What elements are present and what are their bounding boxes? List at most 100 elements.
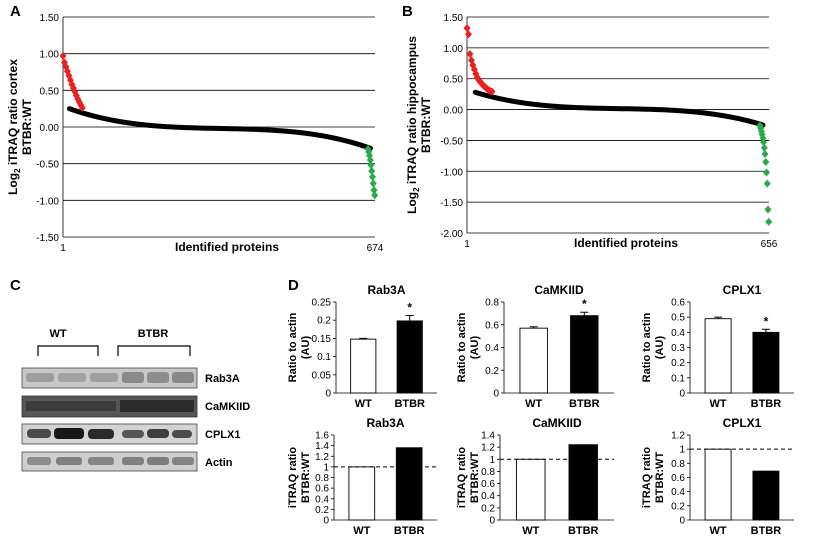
y-tick-label: 0.8 xyxy=(315,473,329,484)
y-tick-label: 0.5 xyxy=(671,313,685,324)
y-tick-label: 0 xyxy=(323,516,329,527)
y-tick-label: 0.2 xyxy=(671,358,685,369)
data-point-up xyxy=(488,87,496,96)
x-tick-label: BTBR xyxy=(394,525,425,537)
chart-title: CaMKIID xyxy=(534,283,584,297)
y-tick-label: 1.2 xyxy=(315,452,329,463)
blot-group-btbr: BTBR xyxy=(138,328,169,340)
y-tick-label: 0.1 xyxy=(317,352,331,363)
blot-label-cplx1: CPLX1 xyxy=(205,429,240,441)
y-axis-label-line2: (AU) xyxy=(300,336,312,360)
y-tick-label: 0.6 xyxy=(485,320,499,331)
y-axis-label-line2: BTBR:WT xyxy=(654,452,666,504)
y-axis-label: Log2 iTRAQ ratio cortex xyxy=(6,59,22,195)
blot-label-rab3a: Rab3A xyxy=(205,373,240,385)
y-axis-label: iTRAQ ratio xyxy=(641,447,653,508)
blot-bracket-wt xyxy=(37,345,99,356)
bar-chart-rab3a-actin: Rab3A 0.25 0.2 0.15 0.1 0.05 0 Ratio to actin (A… xyxy=(287,283,437,410)
scatter-chart-cortex: 1.50 1.00 0.50 0.00 -0.50 -1.00 -1.501 674 Ident… xyxy=(6,13,384,254)
data-point-down xyxy=(762,158,770,167)
bar-wt xyxy=(348,466,376,521)
bar-wt xyxy=(516,458,546,521)
bar-chart-cplx1-actin: CPLX1 0.6 0.5 0.4 0.3 0.2 0.1 0 Ratio to actin (A… xyxy=(641,283,794,410)
y-tick-label: 0.8 xyxy=(671,459,685,470)
y-tick-label: 0.2 xyxy=(481,503,495,514)
y-tick-label: 0.6 xyxy=(481,479,495,490)
y-tick-label: 0.00 xyxy=(40,123,60,134)
y-tick-label: -1.00 xyxy=(440,167,463,178)
y-tick-label: 0 xyxy=(679,516,685,527)
chart-title: Rab3A xyxy=(367,283,405,297)
significance-marker: * xyxy=(764,314,769,328)
data-series-unchanged xyxy=(472,89,766,128)
y-tick-label: 1.00 xyxy=(444,44,464,55)
panel-label-c: C xyxy=(10,277,21,294)
y-tick-label: 0.4 xyxy=(671,328,685,339)
y-tick-label: 0.1 xyxy=(671,373,685,384)
y-tick-label: 0.8 xyxy=(485,298,499,309)
data-point-down xyxy=(369,179,377,188)
y-axis-label-line2: BTBR:WT xyxy=(469,452,481,504)
y-axis-label: iTRAQ ratio xyxy=(456,447,468,508)
y-axis-label-line2: BTBR:WT xyxy=(419,96,433,153)
bar-btbr xyxy=(570,315,599,394)
y-tick-label: 0.6 xyxy=(671,298,685,309)
panel-label-d: D xyxy=(288,277,299,294)
y-tick-label: 0.2 xyxy=(315,505,329,516)
data-point-up xyxy=(464,30,472,39)
y-tick-label: 0.4 xyxy=(485,343,499,354)
y-axis-label-line2: BTBR:WT xyxy=(300,452,312,504)
y-tick-label: -0.50 xyxy=(36,160,59,171)
chart-title: CaMKIID xyxy=(532,416,582,430)
y-tick-label: 1.4 xyxy=(481,431,495,442)
y-tick-label: 0.4 xyxy=(315,494,329,505)
x-tick-start: 1 xyxy=(60,243,66,254)
bar-btbr xyxy=(752,331,780,394)
y-tick-label: 0.6 xyxy=(315,484,329,495)
y-axis-label: Ratio to actin xyxy=(641,312,653,382)
data-point-down xyxy=(367,161,375,170)
y-tick-label: 1.4 xyxy=(315,441,329,452)
x-tick-label: WT xyxy=(355,398,372,410)
y-tick-label: 1.2 xyxy=(671,431,685,442)
data-point-down xyxy=(760,143,768,152)
x-tick-label: WT xyxy=(522,525,539,537)
y-tick-label: 0.6 xyxy=(671,473,685,484)
data-point-down xyxy=(764,205,772,214)
bar-btbr xyxy=(568,444,598,521)
y-tick-label: 1 xyxy=(323,462,329,473)
x-tick-end: 674 xyxy=(367,243,384,254)
x-axis-label: Identified proteins xyxy=(574,236,678,250)
bar-chart-cplx1-itraq: CPLX1 1.2 1 0.8 0.6 0.4 0.2 0 iTRAQ ratio BTBR:WT… xyxy=(641,416,794,537)
data-point-up xyxy=(59,51,67,60)
data-point-down xyxy=(370,186,378,195)
y-tick-label: 0.4 xyxy=(481,491,495,502)
y-tick-label: 0.2 xyxy=(485,366,499,377)
y-axis-label: Ratio to actin xyxy=(456,312,468,382)
data-series-unchanged xyxy=(67,106,373,151)
y-tick-label: 0 xyxy=(325,389,331,400)
bar-btbr xyxy=(752,470,780,521)
x-tick-label: WT xyxy=(525,398,542,410)
blot-label-actin: Actin xyxy=(205,457,233,469)
scatter-chart-hippocampus: 1.50 1.00 0.50 0.00 -0.50 -1.00 -1.50 -2.001 656… xyxy=(405,13,778,250)
data-point-down xyxy=(368,167,376,175)
bar-wt xyxy=(704,318,732,394)
data-point-down xyxy=(371,191,379,200)
y-axis-label: iTRAQ ratio xyxy=(287,447,299,508)
x-tick-label: BTBR xyxy=(568,525,599,537)
significance-marker: * xyxy=(407,300,412,314)
y-tick-label: 1 xyxy=(679,445,685,456)
data-point-up xyxy=(466,50,474,59)
data-point-down xyxy=(765,217,773,226)
blot-label-camkiid: CaMKIID xyxy=(205,401,250,413)
y-tick-label: 0 xyxy=(679,389,685,400)
y-tick-label: 1.6 xyxy=(315,431,329,442)
y-tick-label: 0.50 xyxy=(40,86,60,97)
chart-title: CPLX1 xyxy=(723,416,762,430)
panel-label-a: A xyxy=(10,3,21,20)
bar-wt xyxy=(350,338,377,394)
y-tick-label: -1.50 xyxy=(440,198,463,209)
